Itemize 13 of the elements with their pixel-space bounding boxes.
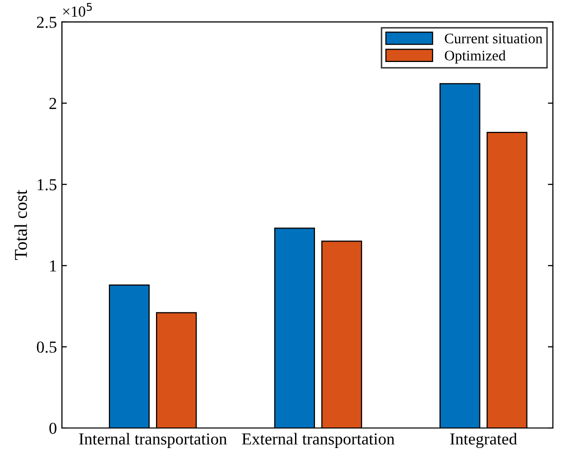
y-tick-label: 1 — [50, 260, 56, 272]
text: ×10$^{5}$ — [63, 2, 92, 17]
y-tick-label: 2.5 — [36, 16, 56, 28]
y-axis-title: Total cost — [14, 190, 28, 260]
x-tick-label: External transportation — [242, 432, 394, 448]
legend-label: Current situation — [444, 34, 542, 44]
y-tick-label: 0.5 — [36, 341, 56, 353]
y-tick-label: 0 — [49, 422, 56, 434]
x-tick-label: Integrated — [450, 432, 518, 448]
x-tick-label: Internal transportation — [79, 432, 227, 448]
legend-label: Optimized — [444, 50, 506, 64]
y-tick-label: 2 — [49, 98, 56, 109]
y-tick-label: 1.5 — [38, 179, 56, 190]
